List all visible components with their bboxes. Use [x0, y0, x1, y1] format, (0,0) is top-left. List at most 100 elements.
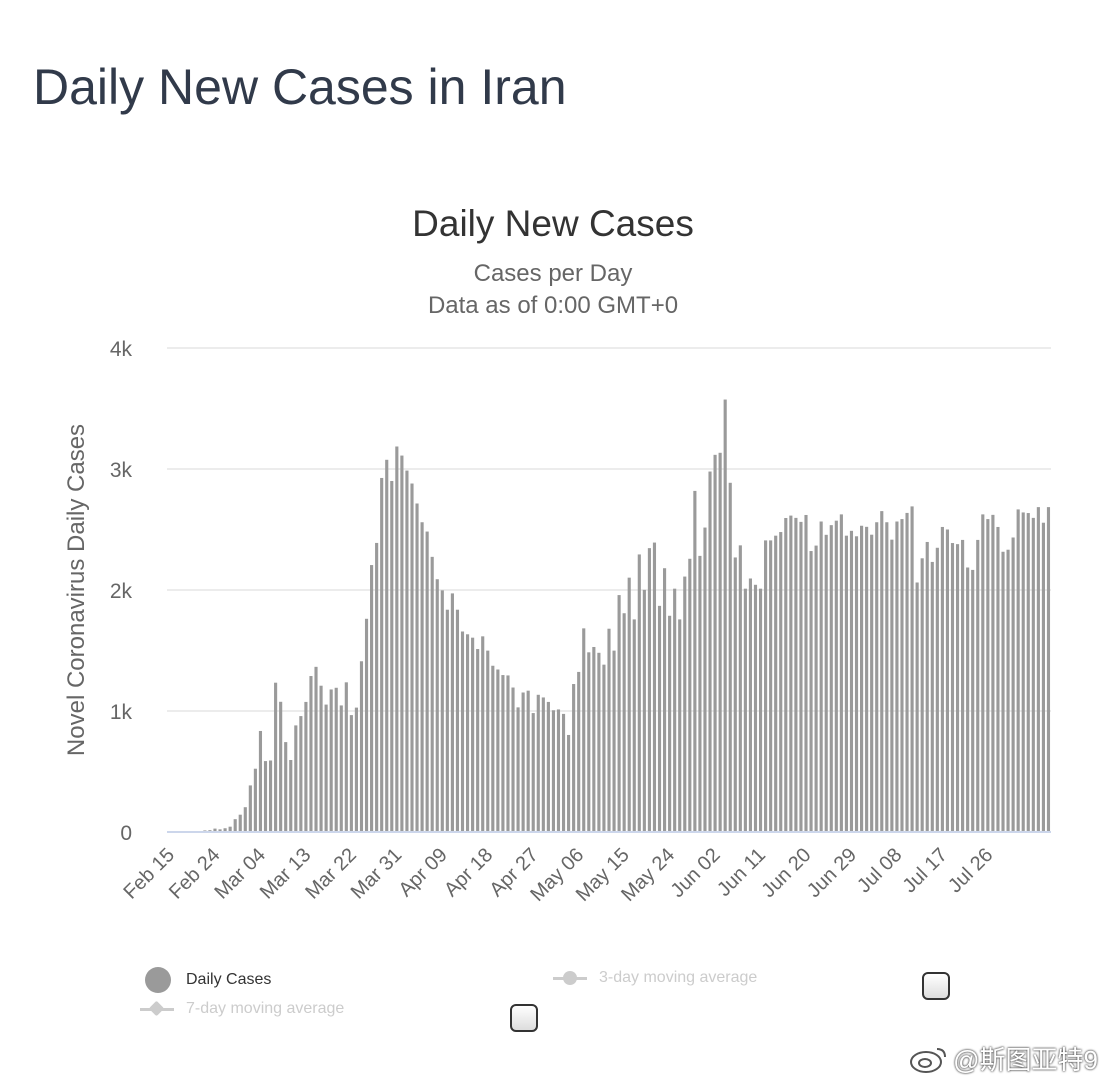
bar[interactable] [284, 742, 288, 832]
bar[interactable] [829, 525, 833, 832]
bar[interactable] [986, 519, 990, 832]
bar[interactable] [814, 545, 818, 832]
bar[interactable] [945, 529, 950, 833]
bar[interactable] [420, 522, 424, 832]
bar[interactable] [910, 506, 914, 832]
bar[interactable] [319, 685, 323, 832]
bar[interactable] [561, 713, 566, 832]
bar[interactable] [622, 613, 626, 832]
bar[interactable] [673, 588, 677, 832]
bar[interactable] [268, 760, 273, 832]
bar[interactable] [1001, 551, 1005, 832]
bar[interactable] [642, 589, 646, 832]
bar[interactable] [516, 707, 520, 832]
bar[interactable] [248, 785, 252, 832]
bar[interactable] [1006, 549, 1010, 832]
bar[interactable] [243, 807, 247, 832]
bar[interactable] [839, 514, 843, 833]
bar[interactable] [718, 452, 722, 832]
bar[interactable] [450, 593, 454, 832]
bar[interactable] [415, 503, 419, 832]
bar[interactable] [612, 650, 616, 832]
bar[interactable] [738, 545, 742, 832]
bar[interactable] [900, 519, 904, 832]
bar[interactable] [602, 664, 606, 832]
bar[interactable] [253, 768, 257, 832]
bar[interactable] [961, 539, 965, 832]
bar[interactable] [258, 730, 263, 832]
bar[interactable] [587, 652, 591, 832]
bar[interactable] [678, 619, 682, 832]
bar[interactable] [703, 527, 707, 832]
bar[interactable] [991, 514, 995, 832]
bar[interactable] [728, 482, 732, 832]
bar[interactable] [657, 605, 662, 832]
bar[interactable] [339, 705, 343, 832]
bar[interactable] [329, 689, 333, 832]
bar[interactable] [1021, 512, 1025, 832]
bar[interactable] [1026, 513, 1030, 832]
bar[interactable] [996, 526, 1000, 832]
bar[interactable] [460, 631, 465, 833]
bar[interactable] [501, 675, 505, 832]
bar[interactable] [693, 490, 697, 832]
bar[interactable] [637, 554, 641, 832]
bar[interactable] [213, 828, 217, 832]
bar[interactable] [556, 709, 561, 832]
bar[interactable] [688, 558, 692, 832]
bar[interactable] [486, 650, 490, 832]
bar[interactable] [925, 541, 929, 832]
bar[interactable] [834, 520, 838, 832]
bar[interactable] [440, 590, 444, 832]
bar[interactable] [1046, 507, 1051, 832]
bar[interactable] [789, 515, 793, 832]
bar[interactable] [976, 539, 980, 832]
bar[interactable] [597, 652, 601, 832]
bar[interactable] [572, 684, 576, 832]
legend-item-3-day-average[interactable]: 3-day moving average [553, 968, 757, 988]
bar[interactable] [465, 634, 470, 832]
bar[interactable] [521, 692, 525, 832]
bar[interactable] [430, 556, 434, 832]
bar[interactable] [955, 544, 960, 832]
bar[interactable] [940, 526, 944, 832]
bar[interactable] [228, 826, 232, 832]
bar[interactable] [865, 526, 869, 832]
bar[interactable] [299, 716, 303, 832]
bar[interactable] [223, 828, 227, 832]
bar[interactable] [875, 522, 879, 832]
bar[interactable] [779, 532, 783, 832]
bar[interactable] [577, 671, 581, 832]
bar[interactable] [758, 588, 763, 832]
bar[interactable] [663, 568, 667, 832]
bar[interactable] [344, 682, 348, 832]
bar[interactable] [1011, 537, 1015, 832]
bar[interactable] [748, 578, 752, 833]
bar[interactable] [966, 567, 970, 832]
bar[interactable] [1041, 522, 1045, 832]
bar[interactable] [380, 477, 384, 832]
bar[interactable] [627, 577, 631, 832]
bar[interactable] [920, 558, 924, 832]
bar[interactable] [794, 517, 798, 832]
bar[interactable] [652, 542, 657, 832]
bar[interactable] [400, 455, 404, 832]
bar[interactable] [304, 701, 308, 832]
bar[interactable] [698, 555, 702, 832]
bar[interactable] [395, 446, 399, 832]
bar[interactable] [531, 713, 535, 832]
bar[interactable] [1036, 507, 1040, 832]
bar[interactable] [880, 511, 884, 832]
bar[interactable] [915, 582, 919, 833]
bar[interactable] [279, 701, 283, 832]
bar[interactable] [263, 761, 268, 832]
bar[interactable] [289, 760, 293, 832]
bar[interactable] [860, 525, 864, 832]
bar[interactable] [309, 676, 313, 832]
bar[interactable] [349, 715, 353, 832]
bar[interactable] [334, 687, 338, 832]
legend-item-7-day-average[interactable]: 7-day moving average [140, 999, 344, 1019]
bar[interactable] [854, 536, 859, 832]
bar[interactable] [491, 665, 495, 832]
bar[interactable] [324, 704, 328, 832]
